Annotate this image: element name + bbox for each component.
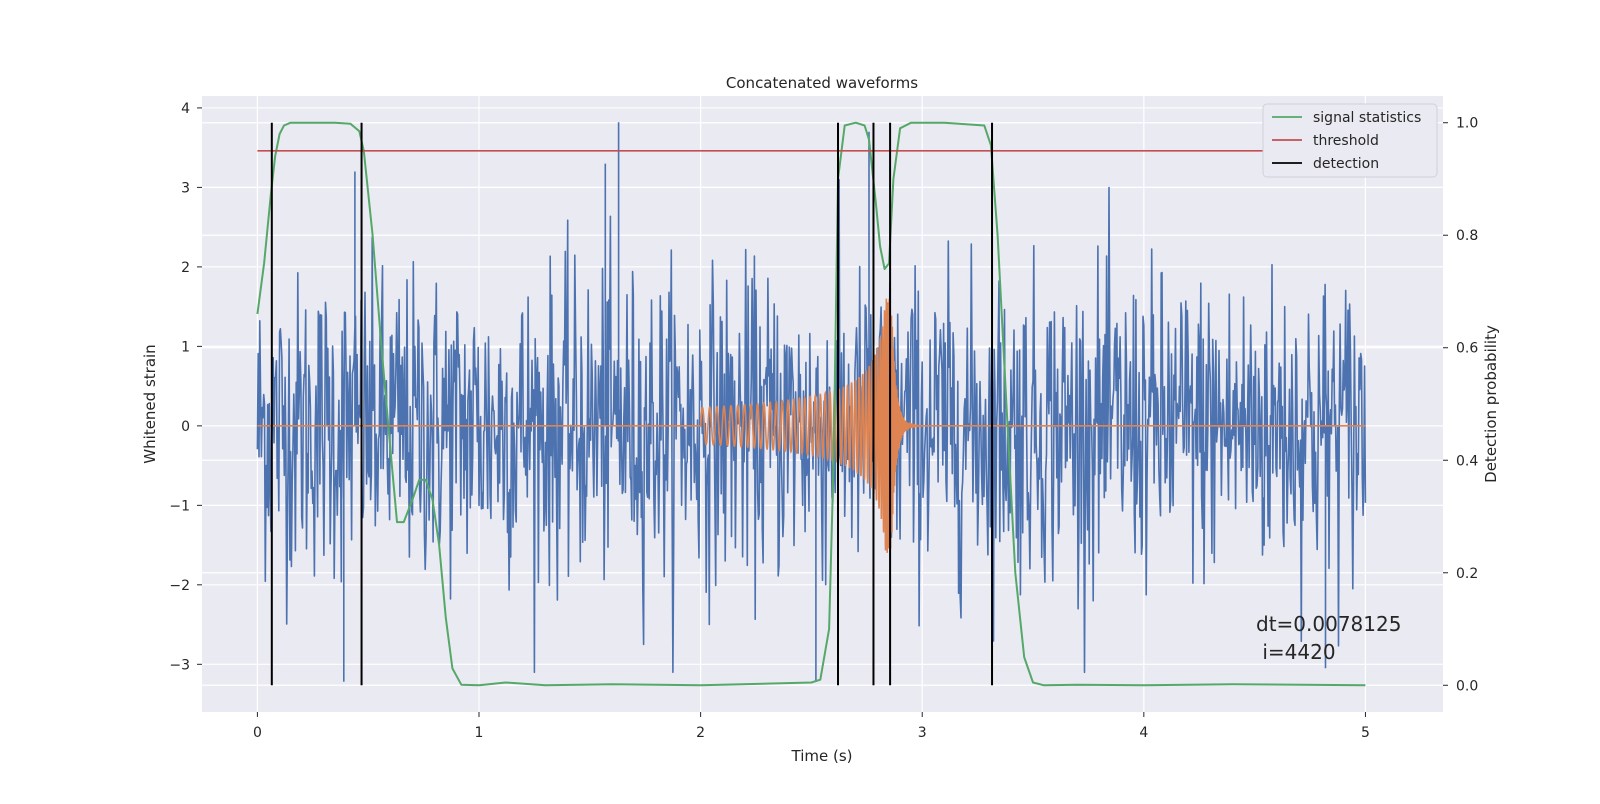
x-tick-label: 1 xyxy=(475,725,484,741)
legend-label-signal-statistics: signal statistics xyxy=(1313,110,1421,126)
annotation-i: i=4420 xyxy=(1256,640,1336,664)
axis-layer: 0 1 2 3 4 5 −3 −2 −1 0 1 2 3 4 0.0 0.2 0.4 0.6 0.8 1.0 xyxy=(169,101,1478,741)
y-tick-label: 1 xyxy=(181,339,190,355)
series-template-waveform xyxy=(257,298,1366,553)
chart-title: Concatenated waveforms xyxy=(726,74,918,92)
x-tick-label: 5 xyxy=(1361,725,1370,741)
x-tick-label: 0 xyxy=(253,725,262,741)
x-tick-label: 2 xyxy=(696,725,705,741)
y2-tick-label: 0.8 xyxy=(1456,228,1478,244)
x-tick-label: 4 xyxy=(1139,725,1148,741)
series-signal-statistics xyxy=(256,121,1366,687)
y2-tick-label: 0.2 xyxy=(1456,566,1478,582)
y-axis-label: Whitened strain xyxy=(141,344,159,463)
legend-label-detection: detection xyxy=(1313,156,1379,172)
annotation-dt: dt=0.0078125 xyxy=(1256,612,1401,636)
y-tick-label: 2 xyxy=(181,260,190,276)
legend-box xyxy=(1262,103,1438,178)
y2-tick-label: 0.0 xyxy=(1456,678,1478,694)
y2-tick-label: 0.4 xyxy=(1456,453,1478,469)
legend: signal statistics threshold detection xyxy=(1262,103,1438,178)
template-layer xyxy=(257,298,1366,553)
series-layer xyxy=(256,121,1366,687)
y-tick-label: 4 xyxy=(181,101,190,117)
y2-axis-label: Detection probability xyxy=(1482,325,1500,483)
legend-label-threshold: threshold xyxy=(1313,133,1379,149)
y2-tick-label: 1.0 xyxy=(1456,116,1478,132)
y-tick-label: 0 xyxy=(181,419,190,435)
y-tick-label: −3 xyxy=(169,657,190,673)
y2-tick-label: 0.6 xyxy=(1456,341,1478,357)
x-tick-label: 3 xyxy=(918,725,927,741)
y-tick-label: −2 xyxy=(169,578,190,594)
y-tick-label: −1 xyxy=(169,498,190,514)
x-axis-label: Time (s) xyxy=(791,747,853,765)
y-tick-label: 3 xyxy=(181,180,190,196)
